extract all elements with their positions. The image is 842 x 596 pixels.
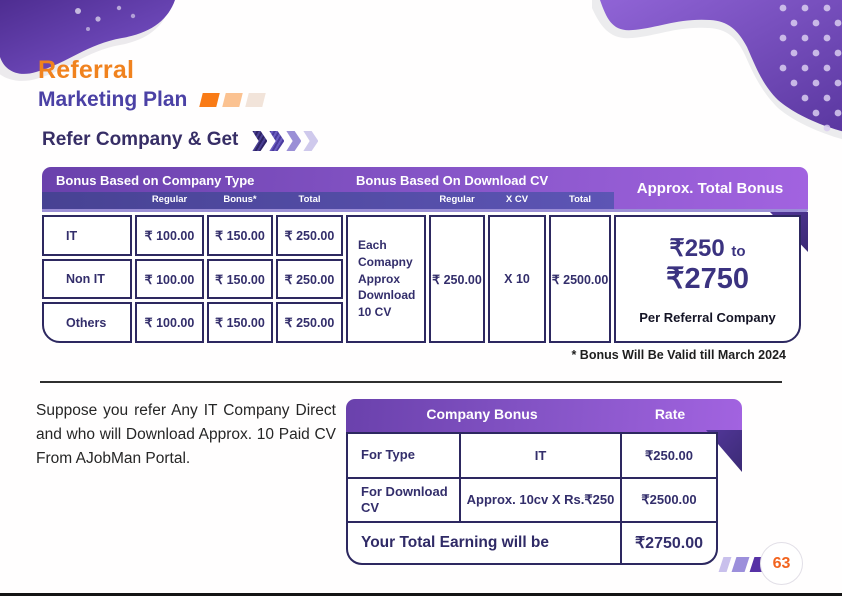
section-divider	[40, 381, 782, 383]
range-from: ₹250	[669, 234, 725, 262]
table-row-label: Non IT	[42, 259, 132, 299]
table-cell: Approx. 10cv X Rs.₹250	[461, 479, 620, 521]
blob-dots-white	[75, 5, 136, 31]
col-cv-regular: Regular	[439, 194, 475, 205]
table-cell: ₹2500.00	[622, 479, 716, 521]
slide-bottom-border	[0, 593, 842, 596]
table-cell: ₹250.00	[622, 434, 716, 477]
section-heading: Refer Company & Get	[42, 129, 239, 150]
col-cv-total: Total	[569, 194, 591, 205]
example-paragraph: Suppose you refer Any IT Company Direct …	[36, 402, 336, 468]
cv-note-cell: Each Comapny Approx Download 10 CV	[346, 215, 426, 343]
table-cell: ₹ 100.00	[135, 302, 204, 343]
table-row-label: For Type	[348, 434, 459, 477]
column-group-download-cv: Bonus Based On Download CV	[356, 173, 549, 188]
table-row-label: Others	[42, 302, 132, 343]
company-bonus-header: Company Bonus	[426, 406, 538, 422]
page-title-accent: Referral	[38, 56, 135, 84]
col-bonus: Bonus*	[223, 194, 257, 205]
col-total: Total	[298, 194, 321, 205]
referral-table-header: Bonus Based on Company Type Bonus Based …	[42, 167, 808, 212]
company-table-header: Company Bonus Rate	[346, 399, 742, 432]
table-cell: ₹ 150.00	[207, 215, 273, 256]
table-cell: ₹ 150.00	[207, 302, 273, 343]
column-group-approx-total: Approx. Total Bonus	[636, 180, 784, 197]
subheader-band: Regular Bonus* Total Regular X CV Total	[42, 192, 614, 209]
table-cell: IT	[461, 434, 620, 477]
cv-regular-cell: ₹ 250.00	[429, 215, 485, 343]
column-group-company-type: Bonus Based on Company Type	[56, 173, 255, 188]
table-cell: ₹ 100.00	[135, 259, 204, 299]
table-cell: ₹ 250.00	[276, 259, 343, 299]
rate-header: Rate	[654, 406, 686, 422]
table-cell: ₹ 100.00	[135, 215, 204, 256]
blob-top-left	[0, 0, 175, 81]
page-title-main: Marketing Plan	[38, 88, 188, 111]
table-cell: ₹ 250.00	[276, 302, 343, 343]
range-connector: to	[731, 242, 746, 260]
cv-multiplier-cell: X 10	[488, 215, 546, 343]
blob-top-right	[592, 0, 842, 140]
total-earning-value: ₹2750.00	[622, 523, 716, 563]
range-to: ₹2750	[666, 262, 749, 295]
company-table-body: For Type IT ₹250.00 For Download CV Appr…	[346, 432, 718, 565]
col-regular: Regular	[151, 194, 188, 205]
referral-table-body: IT ₹ 100.00 ₹ 150.00 ₹ 250.00 Each Comap…	[42, 215, 801, 343]
table-row-label: For Download CV	[348, 479, 459, 521]
range-caption: Per Referral Company	[639, 309, 776, 325]
page-number-badge: 63	[760, 542, 803, 585]
table-cell: ₹ 250.00	[276, 215, 343, 256]
cv-total-cell: ₹ 2500.00	[549, 215, 611, 343]
page-number: 63	[772, 554, 791, 572]
col-x-cv: X CV	[505, 194, 529, 205]
approx-total-cell: ₹250 to ₹2750 Per Referral Company	[614, 215, 801, 343]
title-accent-squares-icon	[199, 93, 267, 107]
table-cell: ₹ 150.00	[207, 259, 273, 299]
bonus-validity-footnote: * Bonus Will Be Valid till March 2024	[571, 348, 786, 362]
dots-pattern	[779, 4, 842, 132]
chevron-arrows-icon	[252, 131, 319, 151]
total-earning-label: Your Total Earning will be	[348, 523, 620, 563]
table-row-label: IT	[42, 215, 132, 256]
